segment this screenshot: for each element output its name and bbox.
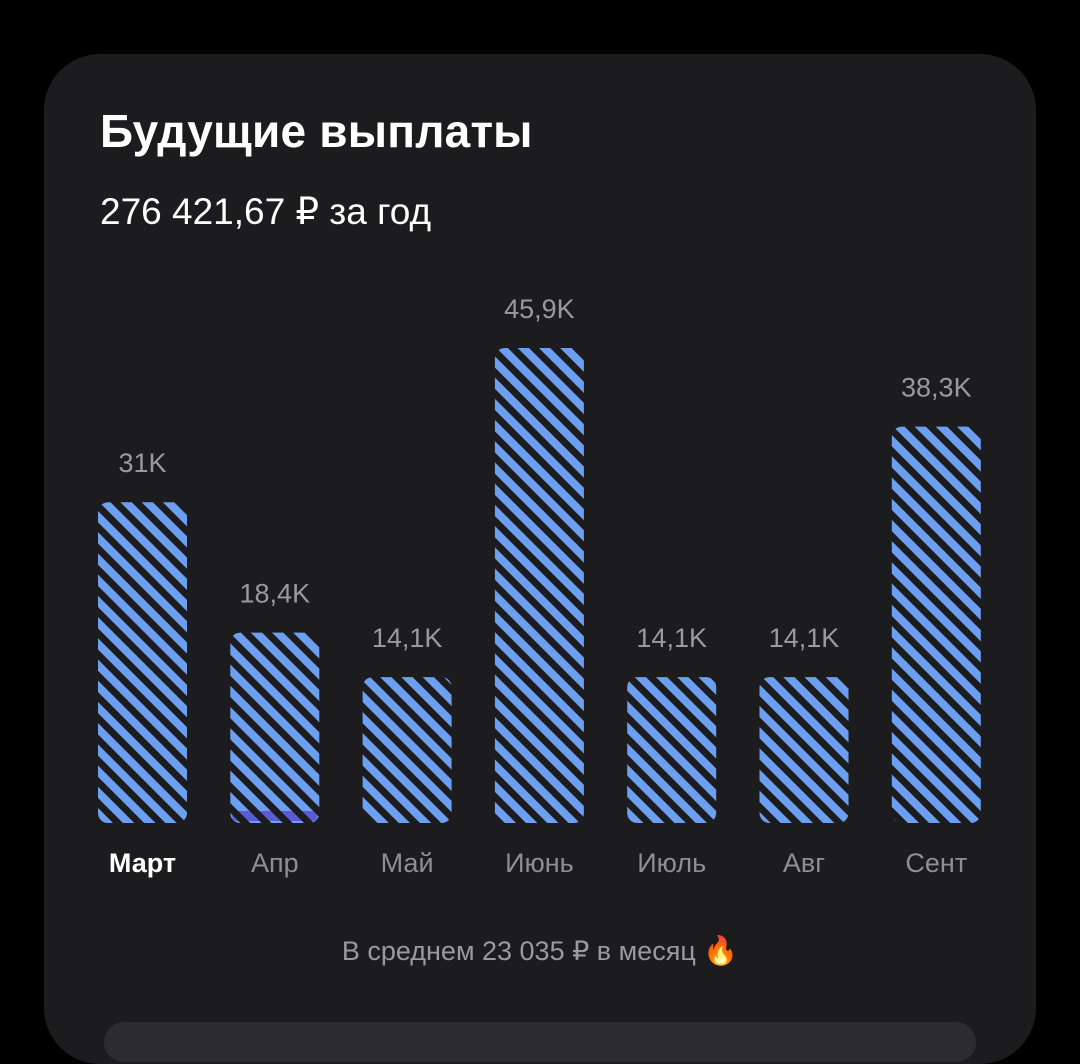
card-title: Будущие выплаты	[100, 105, 533, 157]
bar-2-accent-segment	[232, 811, 318, 821]
month-tab-2[interactable]: Апр	[251, 848, 299, 878]
bar-3[interactable]	[362, 677, 452, 823]
bar-4-value-label: 45,9K	[504, 294, 575, 324]
monthly-average: В среднем 23 035 ₽ в месяц 🔥	[0, 934, 1080, 967]
payouts-bar-chart: 31K Март 18,4K Апр 14,1K Май 45,9K Июнь 14,1K Июл…	[98, 294, 981, 878]
month-tab-3[interactable]: Май	[381, 848, 434, 878]
month-tab-5[interactable]: Июль	[637, 848, 706, 878]
bar-1-value-label: 31K	[118, 448, 166, 478]
bar-5[interactable]	[627, 677, 717, 823]
monthly-average-text: В среднем 23 035 ₽ в месяц	[341, 936, 696, 966]
month-tab-6[interactable]: Авг	[783, 848, 825, 878]
month-tab-7[interactable]: Сент	[905, 848, 967, 878]
next-card-edge	[104, 1022, 976, 1062]
bar-2-value-label: 18,4K	[240, 579, 311, 609]
bar-6[interactable]	[759, 677, 849, 823]
bar-7[interactable]	[891, 426, 981, 823]
bar-5-value-label: 14,1K	[636, 623, 707, 653]
bar-3-value-label: 14,1K	[372, 623, 443, 653]
bar-1[interactable]	[98, 502, 187, 823]
month-tab-1[interactable]: Март	[109, 848, 176, 878]
bar-6-value-label: 14,1K	[769, 623, 840, 653]
month-tab-4[interactable]: Июнь	[505, 848, 574, 878]
yearly-total: 276 421,67 ₽ за год	[100, 191, 432, 232]
bar-7-value-label: 38,3K	[901, 373, 972, 403]
bar-2[interactable]	[230, 632, 320, 823]
bar-4[interactable]	[494, 348, 584, 823]
fire-icon: 🔥	[703, 935, 739, 966]
